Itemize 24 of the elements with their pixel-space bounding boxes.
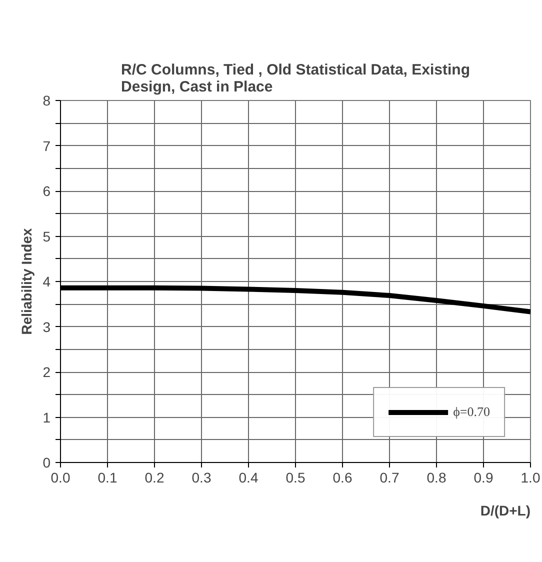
y-tick-label: 5	[42, 228, 51, 244]
x-tick-label: 0.3	[192, 470, 212, 486]
x-tick-label: 0.7	[380, 470, 400, 486]
y-tick-label: 4	[42, 274, 51, 290]
x-tick-label: 0.0	[50, 470, 70, 486]
x-tick-label: 0.2	[144, 470, 164, 486]
x-tick-label: 0.9	[474, 470, 494, 486]
legend-label: ϕ=0.70	[453, 404, 490, 420]
x-tick-label: 0.8	[426, 470, 446, 486]
y-tick-label: 0	[42, 454, 51, 470]
y-tick-label: 6	[42, 183, 51, 199]
y-tick-label: 8	[42, 92, 51, 108]
y-tick-label: 2	[42, 364, 51, 380]
x-tick-label: 1.0	[520, 470, 540, 486]
y-tick-label: 1	[42, 409, 51, 426]
x-tick-label: 0.5	[286, 470, 306, 486]
y-tick-label: 7	[42, 138, 51, 154]
x-tick-label: 0.6	[332, 470, 352, 486]
x-tick-label: 0.4	[238, 470, 258, 486]
x-axis-title: D/(D+L)	[480, 502, 531, 518]
y-tick-label: 3	[42, 318, 51, 335]
x-tick-label: 0.1	[98, 470, 118, 486]
y-axis-title: Reliability Index	[18, 228, 35, 335]
chart-title: R/C Columns, Tied , Old Statistical Data, Existing Design, Cast in Place	[121, 62, 470, 96]
